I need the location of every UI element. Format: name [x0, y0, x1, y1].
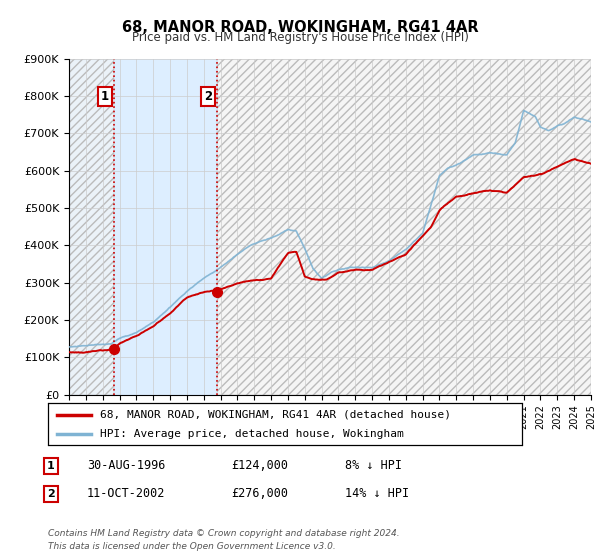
- Text: £276,000: £276,000: [231, 487, 288, 501]
- Text: £124,000: £124,000: [231, 459, 288, 473]
- Text: This data is licensed under the Open Government Licence v3.0.: This data is licensed under the Open Gov…: [48, 542, 336, 550]
- Text: 1: 1: [47, 461, 55, 471]
- Text: 8% ↓ HPI: 8% ↓ HPI: [345, 459, 402, 473]
- Text: Contains HM Land Registry data © Crown copyright and database right 2024.: Contains HM Land Registry data © Crown c…: [48, 529, 400, 538]
- Text: 68, MANOR ROAD, WOKINGHAM, RG41 4AR: 68, MANOR ROAD, WOKINGHAM, RG41 4AR: [122, 20, 478, 35]
- Text: 11-OCT-2002: 11-OCT-2002: [87, 487, 166, 501]
- Text: HPI: Average price, detached house, Wokingham: HPI: Average price, detached house, Woki…: [100, 429, 404, 439]
- Text: 2: 2: [47, 489, 55, 499]
- Bar: [69, 59, 114, 395]
- Bar: [114, 59, 217, 395]
- Bar: [217, 59, 591, 395]
- Text: 14% ↓ HPI: 14% ↓ HPI: [345, 487, 409, 501]
- Bar: [69, 59, 114, 395]
- Text: 2: 2: [203, 90, 212, 102]
- Text: Price paid vs. HM Land Registry's House Price Index (HPI): Price paid vs. HM Land Registry's House …: [131, 31, 469, 44]
- Text: 30-AUG-1996: 30-AUG-1996: [87, 459, 166, 473]
- Text: 1: 1: [101, 90, 109, 102]
- Text: 68, MANOR ROAD, WOKINGHAM, RG41 4AR (detached house): 68, MANOR ROAD, WOKINGHAM, RG41 4AR (det…: [100, 409, 451, 419]
